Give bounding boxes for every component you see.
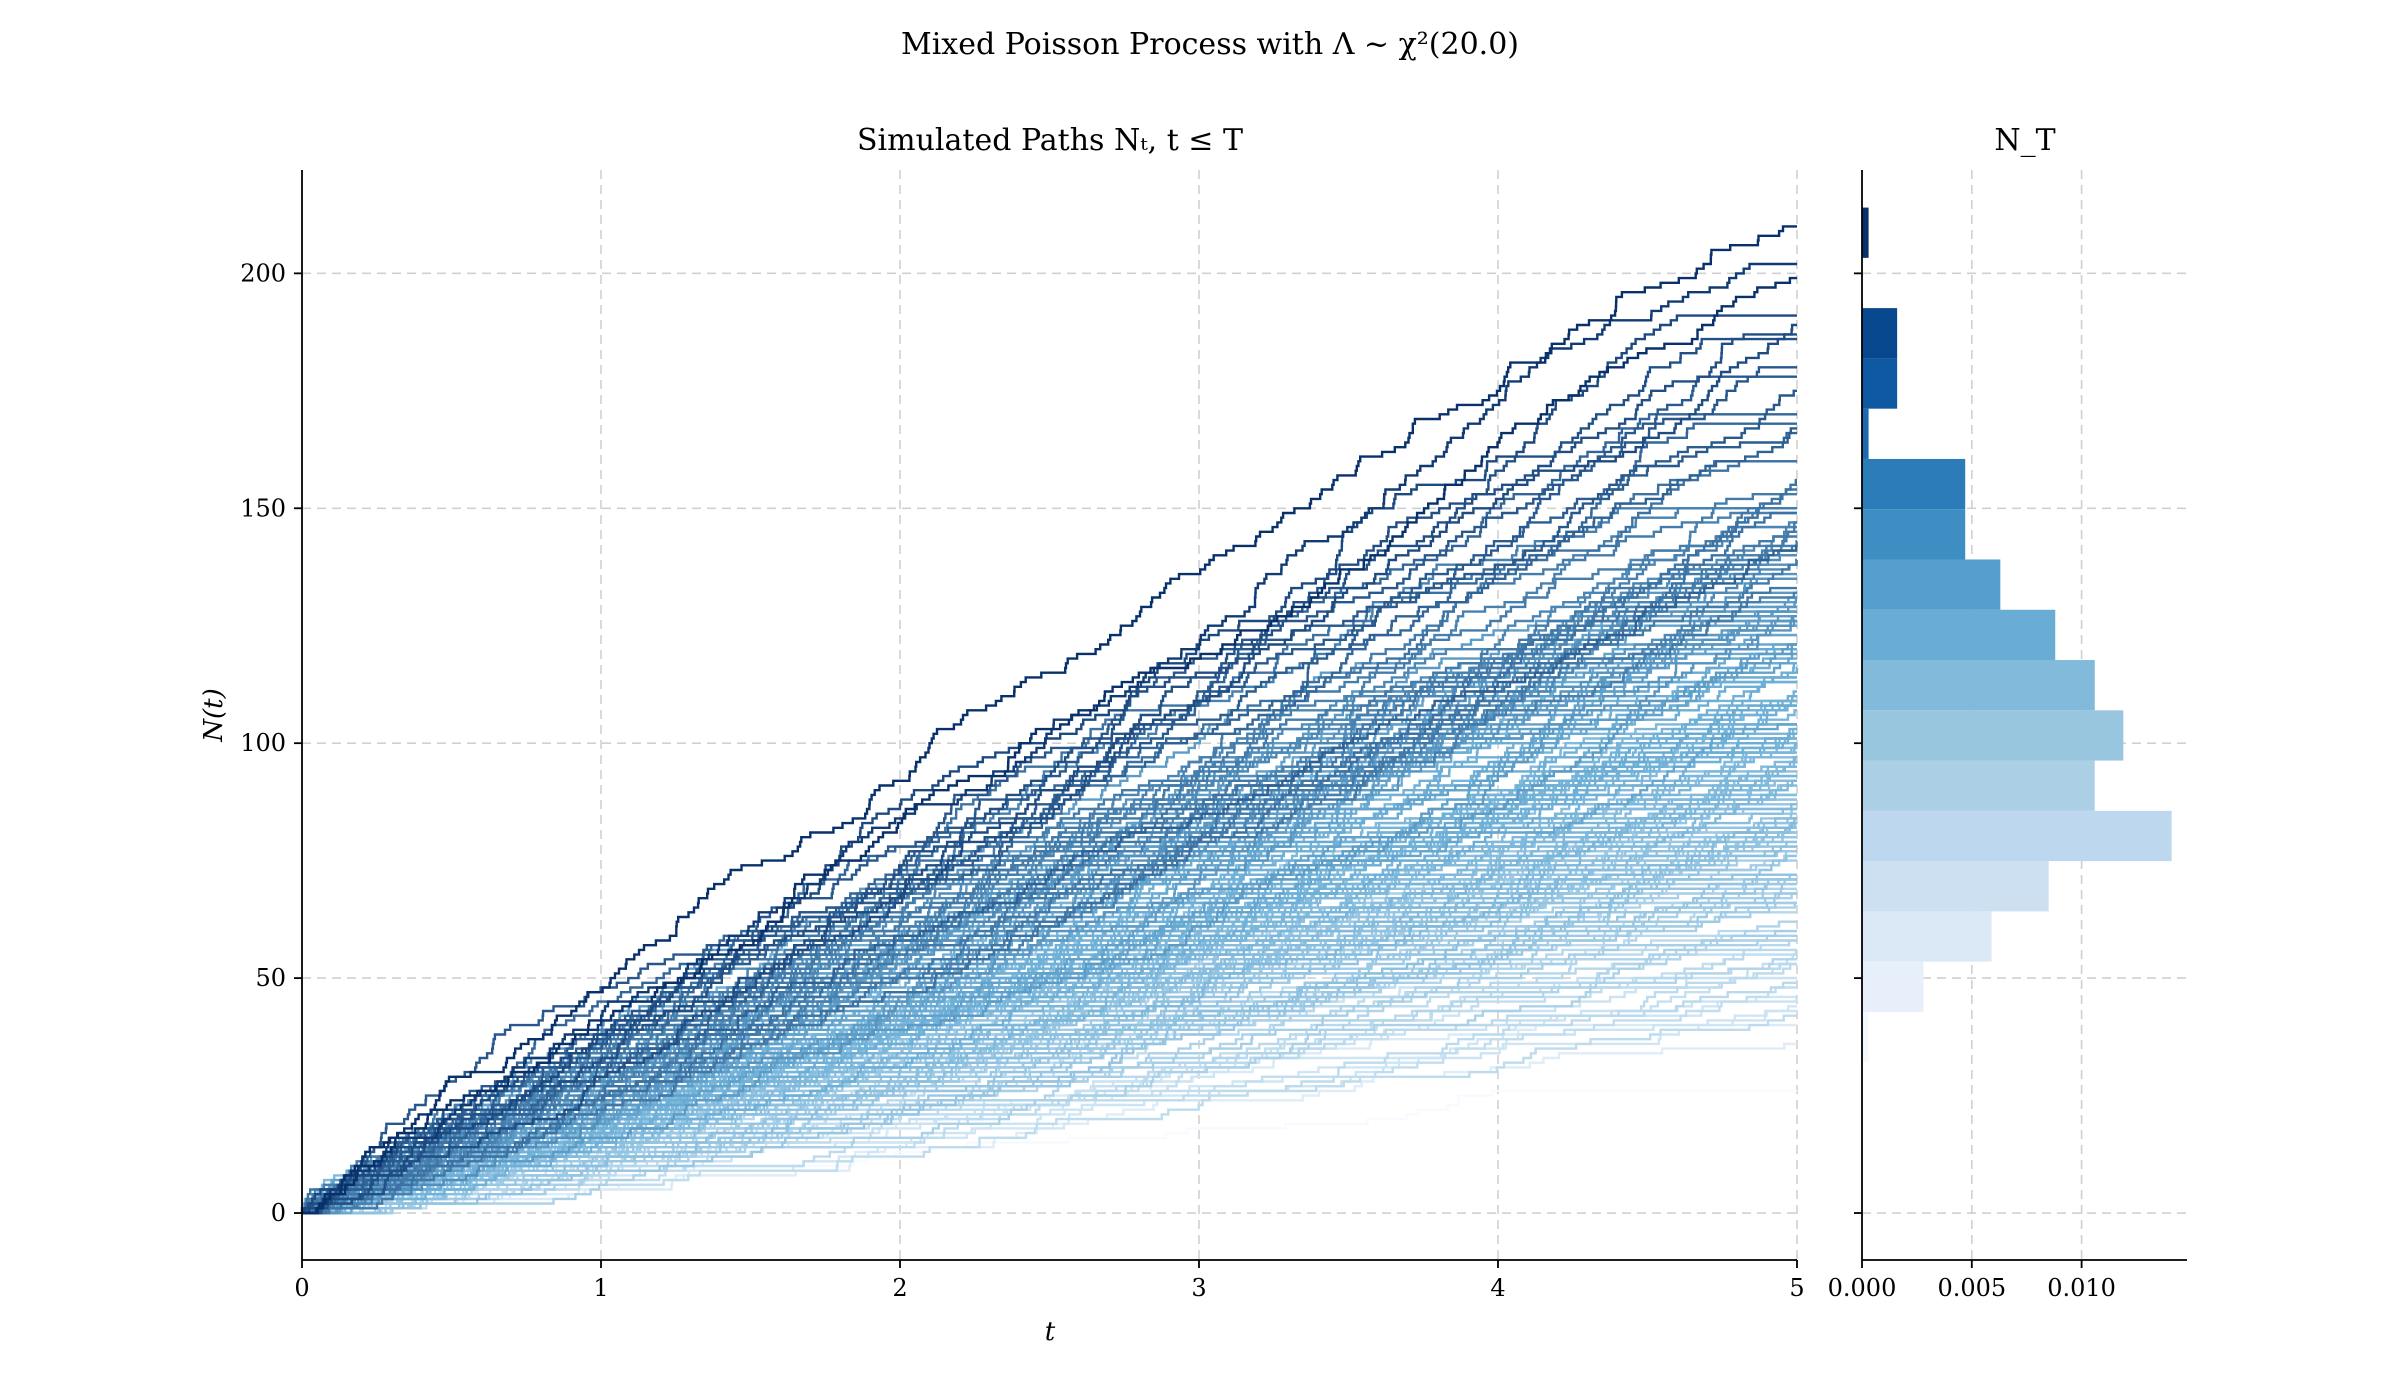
histogram-bar [1862,308,1898,359]
histogram-bars [1862,207,2172,1063]
histogram-xtick-label: 0.010 [2047,1274,2116,1302]
paths-yticks: 0 50 100 150 200 [240,259,302,1227]
histogram-bar [1862,961,1924,1012]
sample-path [302,821,1797,1215]
sample-path [302,1014,1797,1215]
paths-title: Simulated Paths Nₜ, t ≤ T [857,123,1243,158]
paths-ytick-label: 150 [240,494,286,522]
histogram-bar [1862,358,1898,409]
paths-xtick-label: 4 [1490,1274,1505,1302]
sample-path [302,276,1797,1215]
paths-xtick-label: 1 [593,1274,608,1302]
sample-path [302,225,1797,1215]
histogram-bar [1862,710,2124,761]
histogram-bar [1862,911,1992,962]
sample-path [302,511,1797,1215]
histogram-bar [1862,1011,1869,1063]
sample-path [302,821,1797,1215]
histogram-bar [1862,207,1869,258]
histogram-bar [1862,810,2172,862]
histogram-bar [1862,760,2095,811]
sample-path [302,478,1797,1215]
histogram-bar [1862,660,2095,711]
sample-path [302,821,1797,1215]
sample-path [302,666,1799,1215]
sample-path [301,643,1797,1215]
histogram-xtick-label: 0.000 [1828,1274,1897,1302]
histogram-bar [1862,861,2049,912]
paths-ytick-label: 100 [240,729,286,757]
sample-path [302,488,1797,1215]
histogram-xticks: 0.000 0.005 0.010 [1828,1260,2116,1302]
paths-ytick-label: 0 [271,1199,286,1227]
histogram-bar [1862,408,1869,459]
sample-path [302,939,1797,1215]
paths-ytick-label: 200 [240,259,286,287]
paths-lines [300,225,1799,1215]
histogram-xtick-label: 0.005 [1937,1274,2006,1302]
paths-ylabel: N(t) [199,688,229,743]
paths-xtick-label: 3 [1191,1274,1206,1302]
sample-path [302,878,1797,1215]
sample-path [302,558,1798,1215]
sample-path [302,826,1797,1215]
sample-path [302,511,1797,1215]
paths-ytick-label: 50 [255,964,286,992]
paths-panel: Simulated Paths Nₜ, t ≤ T 0 1 2 3 4 5 0 50 100 1… [199,123,1805,1347]
figure-suptitle: Mixed Poisson Process with Λ ~ χ²(20.0) [901,27,1519,62]
paths-xlabel: t [1045,1317,1056,1347]
sample-path [302,742,1797,1215]
sample-path [302,314,1797,1215]
paths-xticks: 0 1 2 3 4 5 [294,1260,1805,1302]
histogram-bar [1862,509,1966,560]
sample-path [302,544,1798,1215]
sample-path [302,821,1797,1215]
sample-path [302,427,1797,1215]
histogram-yticks [1854,272,1862,1214]
histogram-bar [1862,458,1966,510]
histogram-bar [1862,559,2001,610]
histogram-bar [1862,609,2056,661]
paths-xtick-label: 2 [892,1274,907,1302]
paths-xtick-label: 5 [1789,1274,1804,1302]
sample-path [302,699,1797,1215]
paths-xtick-label: 0 [294,1274,309,1302]
histogram-title: N_T [1994,123,2055,158]
sample-path [302,333,1797,1215]
histogram-panel: N_T 0.000 0.005 0.010 [1828,123,2187,1302]
sample-path [302,337,1797,1215]
sample-path [302,878,1797,1215]
